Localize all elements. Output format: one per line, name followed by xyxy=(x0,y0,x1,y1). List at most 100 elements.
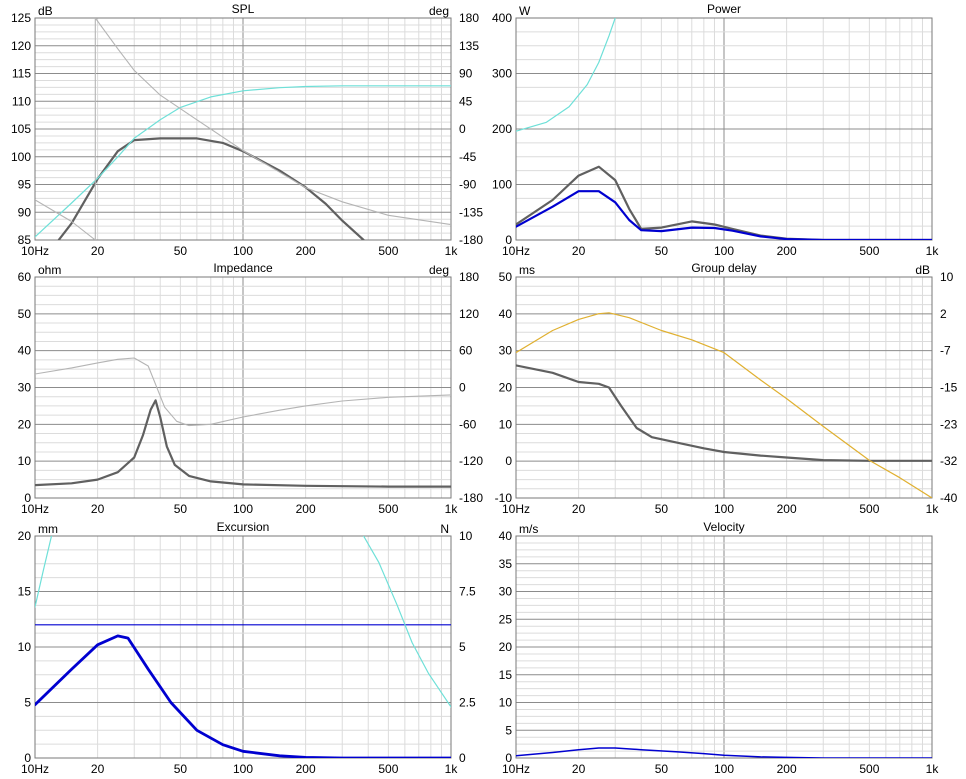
y-tick-label: 50 xyxy=(499,270,513,284)
y2-tick-label: -120 xyxy=(459,454,483,468)
y2-axis-unit-label: N xyxy=(440,522,449,536)
x-tick-label: 100 xyxy=(233,762,253,776)
y2-tick-label: 10 xyxy=(459,529,473,543)
y-tick-label: 5 xyxy=(24,696,31,710)
x-tick-label: 10Hz xyxy=(502,502,530,516)
y-tick-label: 35 xyxy=(499,557,513,571)
y2-tick-label: 0 xyxy=(459,751,466,765)
spl-series-line-2 xyxy=(35,18,451,240)
y2-tick-label: -7 xyxy=(940,344,951,358)
excursion-series-line-2 xyxy=(35,536,53,608)
y2-tick-label: -90 xyxy=(459,178,477,192)
x-tick-label: 500 xyxy=(378,502,398,516)
x-tick-label: 500 xyxy=(859,762,879,776)
y-tick-label: 300 xyxy=(492,67,512,81)
x-tick-label: 10Hz xyxy=(502,762,530,776)
y2-tick-label: -40 xyxy=(940,491,958,505)
y-tick-label: 10 xyxy=(499,417,513,431)
y2-tick-label: 60 xyxy=(459,344,473,358)
y2-tick-label: 180 xyxy=(459,11,479,25)
y-tick-label: 120 xyxy=(11,39,31,53)
x-tick-label: 10Hz xyxy=(21,762,49,776)
plot-border xyxy=(515,276,933,499)
y2-tick-label: -180 xyxy=(459,491,483,505)
y2-tick-label: 120 xyxy=(459,307,479,321)
plot-border xyxy=(34,535,452,759)
x-tick-label: 20 xyxy=(91,244,105,258)
power-panel: Power W 0 100 200 300 400 10Hz 20 50 100 200 500 1k xyxy=(492,2,939,258)
y-axis-unit-label: W xyxy=(519,4,531,18)
y2-tick-label: 180 xyxy=(459,270,479,284)
x-tick-label: 50 xyxy=(655,502,669,516)
velocity-series-line-0 xyxy=(516,747,932,758)
y-tick-label: 40 xyxy=(499,529,513,543)
x-tick-label: 100 xyxy=(714,762,734,776)
x-tick-label: 10Hz xyxy=(21,244,49,258)
x-tick-label: 500 xyxy=(378,762,398,776)
y2-tick-label: 2 xyxy=(940,307,947,321)
plot-border xyxy=(515,535,933,759)
x-tick-label: 50 xyxy=(655,762,669,776)
y-tick-label: 15 xyxy=(18,585,32,599)
group-delay-panel: Group delay ms dB -10 0 10 20 30 40 50 -40 -32 -23 -1… xyxy=(495,261,958,516)
y-tick-label: 0 xyxy=(505,454,512,468)
y-tick-label: 90 xyxy=(18,205,32,219)
velocity-panel: Velocity m/s 0 5 10 15 20 25 30 35 40 10Hz 20 50 100 20… xyxy=(499,520,940,776)
y-tick-label: 40 xyxy=(18,344,32,358)
y-tick-label: 115 xyxy=(12,67,31,81)
x-tick-label: 50 xyxy=(655,244,669,258)
y-tick-label: 25 xyxy=(499,612,513,626)
y-tick-label: 40 xyxy=(499,307,513,321)
y-tick-label: 60 xyxy=(18,270,32,284)
x-tick-label: 20 xyxy=(572,502,586,516)
y-tick-label: 105 xyxy=(11,122,31,136)
chart-title: Impedance xyxy=(213,261,273,275)
y-tick-label: 30 xyxy=(18,381,32,395)
x-tick-label: 200 xyxy=(777,244,797,258)
y-tick-label: 10 xyxy=(499,696,513,710)
chart-title: Excursion xyxy=(217,520,270,534)
x-tick-label: 500 xyxy=(378,244,398,258)
y-tick-label: 5 xyxy=(505,723,512,737)
y-tick-label: 85 xyxy=(18,233,32,247)
y2-tick-label: -15 xyxy=(940,381,958,395)
x-tick-label: 500 xyxy=(859,502,879,516)
y-tick-label: 100 xyxy=(11,150,31,164)
impedance-panel: Impedance ohm deg 0 10 20 30 40 50 60 -180 -120 -60 0… xyxy=(18,261,484,516)
y2-tick-label: -32 xyxy=(940,454,958,468)
chart-title: Power xyxy=(707,2,741,16)
x-tick-label: 200 xyxy=(777,762,797,776)
y-tick-label: 0 xyxy=(24,751,31,765)
x-tick-label: 20 xyxy=(572,762,586,776)
y2-tick-label: -60 xyxy=(459,417,477,431)
y-axis-unit-label: mm xyxy=(38,522,58,536)
y-tick-label: 50 xyxy=(18,307,32,321)
x-tick-label: 20 xyxy=(91,762,105,776)
y2-axis-unit-label: deg xyxy=(429,263,449,277)
group_delay-series-line-0 xyxy=(516,364,932,462)
x-tick-label: 200 xyxy=(296,762,316,776)
plot-border xyxy=(34,276,452,499)
impedance-series-line-1 xyxy=(35,357,451,427)
y2-tick-label: 0 xyxy=(459,122,466,136)
y2-tick-label: 7.5 xyxy=(459,585,476,599)
x-tick-label: 1k xyxy=(926,762,940,776)
y2-tick-label: -180 xyxy=(459,233,483,247)
x-tick-label: 100 xyxy=(233,244,253,258)
x-tick-label: 1k xyxy=(445,762,459,776)
x-tick-label: 100 xyxy=(714,244,734,258)
x-tick-label: 200 xyxy=(296,502,316,516)
y-tick-label: 95 xyxy=(18,178,32,192)
y2-tick-label: -45 xyxy=(459,150,477,164)
y-tick-label: 30 xyxy=(499,344,513,358)
x-tick-label: 100 xyxy=(233,502,253,516)
x-tick-label: 1k xyxy=(926,502,940,516)
chart-title: Velocity xyxy=(703,520,744,534)
y-tick-label: 30 xyxy=(499,585,513,599)
y-axis-unit-label: dB xyxy=(38,4,53,18)
x-tick-label: 10Hz xyxy=(502,244,530,258)
y2-tick-label: -23 xyxy=(940,417,958,431)
y-tick-label: 100 xyxy=(492,178,512,192)
x-tick-label: 200 xyxy=(777,502,797,516)
